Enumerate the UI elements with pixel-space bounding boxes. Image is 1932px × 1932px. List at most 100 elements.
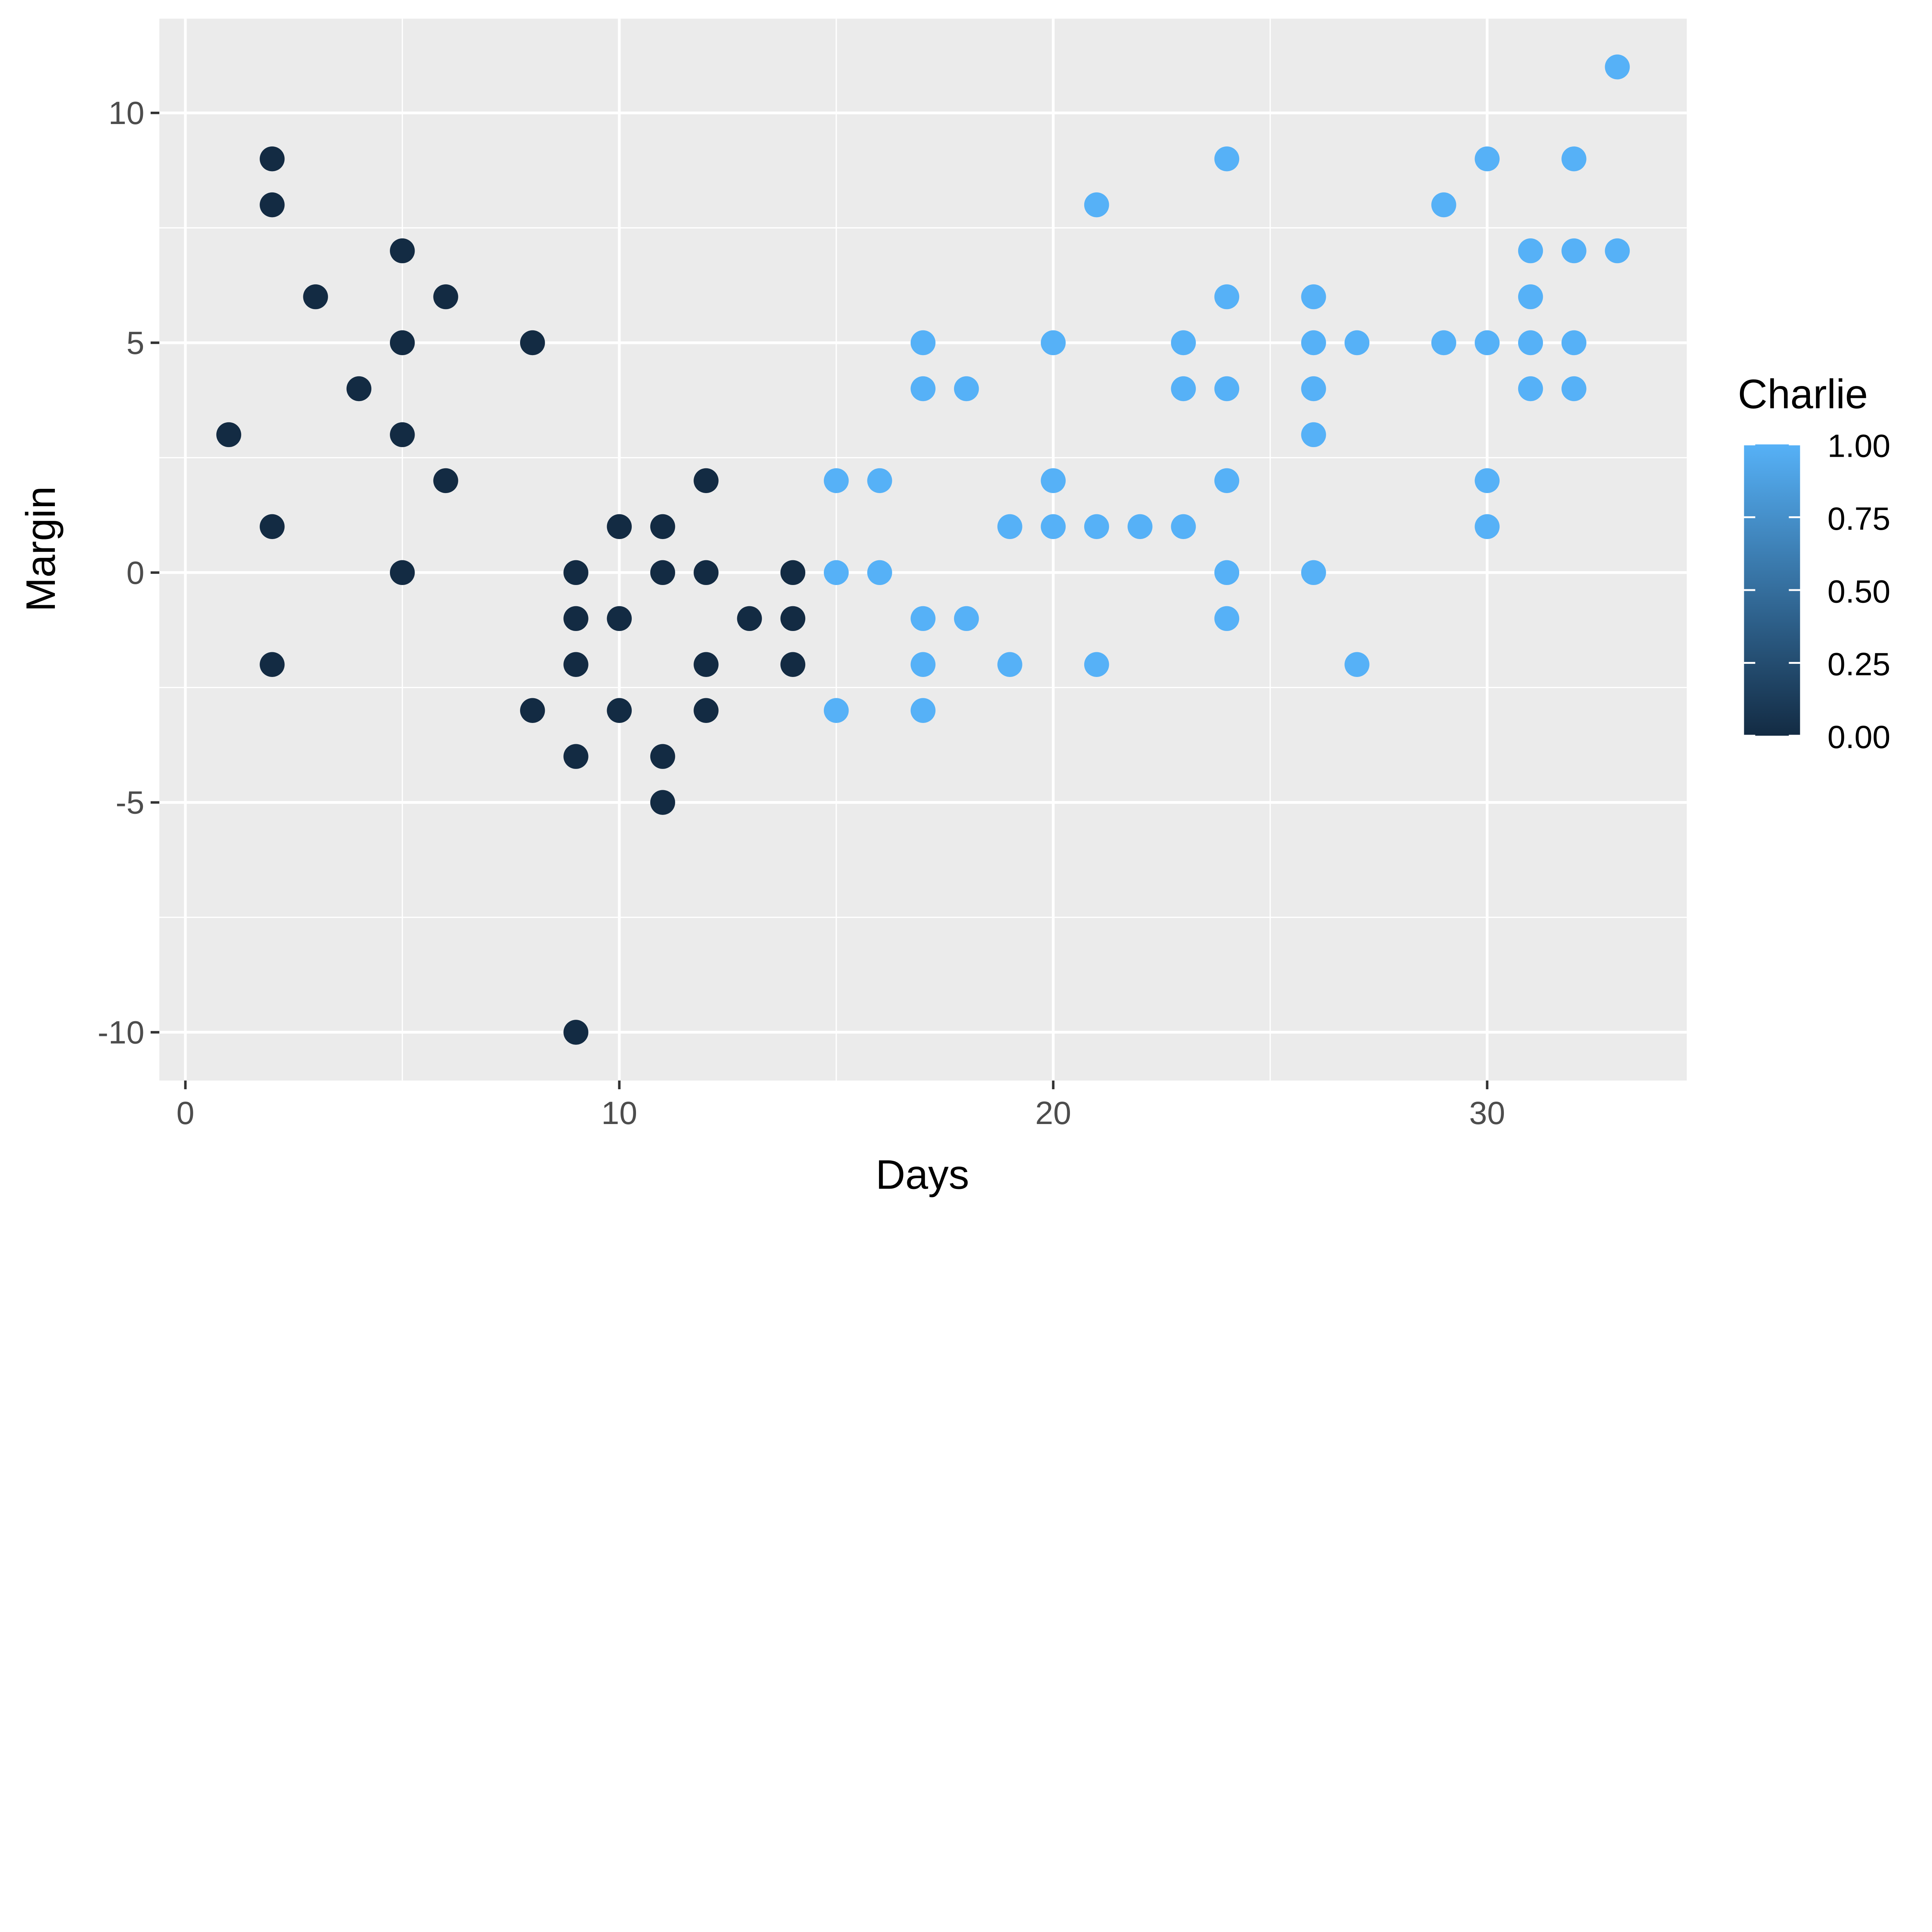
data-point bbox=[1475, 330, 1500, 355]
data-point bbox=[216, 422, 242, 447]
data-point bbox=[910, 330, 936, 355]
data-point bbox=[1518, 330, 1543, 355]
data-point bbox=[260, 146, 285, 172]
data-point bbox=[1214, 468, 1240, 493]
y-tick-label: -10 bbox=[98, 1014, 145, 1050]
data-point bbox=[694, 652, 719, 677]
data-point bbox=[1301, 284, 1326, 310]
y-tick-label: -5 bbox=[116, 784, 144, 821]
data-point bbox=[1475, 514, 1500, 539]
data-point bbox=[607, 606, 632, 631]
data-point bbox=[1301, 330, 1326, 355]
y-axis: -10 -5 0 5 10 bbox=[98, 95, 160, 1050]
y-tick-label: 0 bbox=[126, 554, 145, 591]
legend-label: 0.75 bbox=[1827, 500, 1890, 537]
data-point bbox=[1301, 560, 1326, 585]
data-point bbox=[780, 560, 806, 585]
data-point bbox=[1214, 606, 1240, 631]
data-point bbox=[1301, 376, 1326, 401]
data-point bbox=[910, 652, 936, 677]
data-point bbox=[650, 560, 675, 585]
data-point bbox=[390, 238, 415, 264]
data-point bbox=[1214, 284, 1240, 310]
data-point bbox=[1214, 560, 1240, 585]
legend: Charlie 1.00 0.75 0.50 0.25 0.00 bbox=[1738, 371, 1890, 755]
data-point bbox=[1214, 146, 1240, 172]
data-point bbox=[997, 514, 1022, 539]
data-point bbox=[390, 560, 415, 585]
data-point bbox=[997, 652, 1022, 677]
data-point bbox=[563, 606, 588, 631]
y-axis-title: Margin bbox=[18, 486, 64, 612]
data-point bbox=[824, 698, 849, 723]
data-point bbox=[824, 468, 849, 493]
data-point bbox=[1084, 652, 1109, 677]
data-point bbox=[433, 284, 458, 310]
data-point bbox=[910, 376, 936, 401]
data-point bbox=[1561, 376, 1587, 401]
data-point bbox=[1431, 330, 1456, 355]
data-point bbox=[1605, 54, 1630, 80]
data-point bbox=[780, 652, 806, 677]
data-point bbox=[1518, 376, 1543, 401]
data-point bbox=[1171, 514, 1196, 539]
data-point bbox=[607, 698, 632, 723]
data-point bbox=[1041, 514, 1066, 539]
legend-title: Charlie bbox=[1738, 371, 1868, 417]
data-point bbox=[1431, 192, 1456, 218]
data-point bbox=[694, 468, 719, 493]
data-point bbox=[694, 698, 719, 723]
data-point bbox=[346, 376, 372, 401]
data-point bbox=[303, 284, 328, 310]
data-point bbox=[390, 330, 415, 355]
data-point bbox=[1561, 146, 1587, 172]
x-tick-label: 20 bbox=[1035, 1095, 1071, 1131]
data-point bbox=[1301, 422, 1326, 447]
data-point bbox=[433, 468, 458, 493]
data-point bbox=[563, 1020, 588, 1045]
data-point bbox=[954, 376, 979, 401]
data-point bbox=[1344, 652, 1370, 677]
data-point bbox=[1475, 146, 1500, 172]
data-point bbox=[824, 560, 849, 585]
data-point bbox=[910, 698, 936, 723]
data-point bbox=[1128, 514, 1153, 539]
x-tick-label: 0 bbox=[176, 1095, 194, 1131]
data-point bbox=[520, 698, 545, 723]
data-point bbox=[260, 192, 285, 218]
data-point bbox=[563, 560, 588, 585]
data-point bbox=[520, 330, 545, 355]
x-tick-label: 30 bbox=[1469, 1095, 1505, 1131]
data-point bbox=[390, 422, 415, 447]
data-point bbox=[1561, 238, 1587, 264]
x-axis: 0 10 20 30 bbox=[176, 1080, 1505, 1131]
data-point bbox=[780, 606, 806, 631]
data-point bbox=[1084, 192, 1109, 218]
data-point bbox=[1041, 330, 1066, 355]
legend-label: 0.00 bbox=[1827, 719, 1890, 755]
data-point bbox=[1605, 238, 1630, 264]
legend-label: 0.50 bbox=[1827, 573, 1890, 609]
data-point bbox=[1518, 284, 1543, 310]
data-point bbox=[1084, 514, 1109, 539]
scatter-chart: 0 10 20 30 -10 -5 0 5 10 Days Margin Charlie 1.… bbox=[18, 19, 1890, 1198]
data-point bbox=[1561, 330, 1587, 355]
x-axis-title: Days bbox=[876, 1152, 969, 1198]
data-point bbox=[867, 560, 892, 585]
x-tick-label: 10 bbox=[601, 1095, 637, 1131]
data-point bbox=[954, 606, 979, 631]
data-point bbox=[650, 744, 675, 769]
data-point bbox=[1171, 330, 1196, 355]
y-tick-label: 5 bbox=[126, 325, 145, 361]
data-point bbox=[910, 606, 936, 631]
data-point bbox=[1344, 330, 1370, 355]
legend-label: 1.00 bbox=[1827, 427, 1890, 464]
legend-label: 0.25 bbox=[1827, 646, 1890, 682]
data-point bbox=[260, 652, 285, 677]
data-point bbox=[1041, 468, 1066, 493]
data-point bbox=[607, 514, 632, 539]
y-tick-label: 10 bbox=[109, 95, 145, 131]
data-point bbox=[694, 560, 719, 585]
data-point bbox=[737, 606, 762, 631]
data-points bbox=[216, 54, 1630, 1045]
